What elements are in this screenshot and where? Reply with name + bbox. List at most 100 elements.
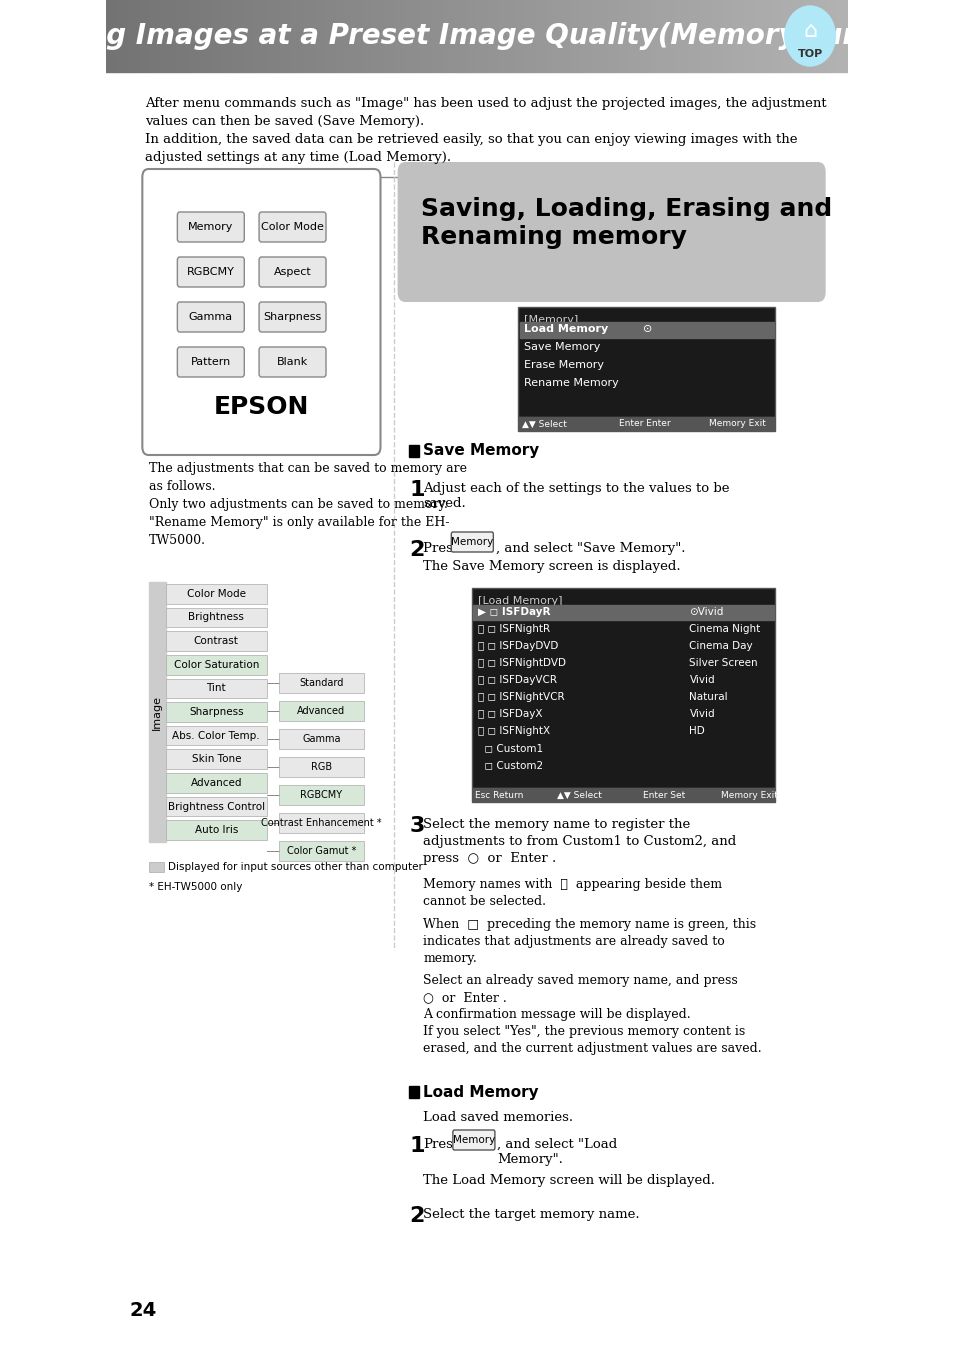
Text: When  □  preceding the memory name is green, this
indicates that adjustments are: When □ preceding the memory name is gree…: [423, 918, 756, 965]
Bar: [451, 0, 455, 72]
Text: Color Gamut *: Color Gamut *: [286, 846, 355, 856]
Text: Abs. Color Temp.: Abs. Color Temp.: [172, 730, 260, 741]
Bar: [688, 0, 692, 72]
Bar: [166, 655, 267, 675]
Text: ▶ ◻ ISFDayR: ▶ ◻ ISFDayR: [477, 608, 550, 617]
Bar: [251, 0, 254, 72]
Bar: [380, 0, 384, 72]
Bar: [792, 0, 796, 72]
Bar: [278, 674, 364, 694]
Bar: [414, 0, 417, 72]
Bar: [139, 0, 143, 72]
Bar: [269, 0, 273, 72]
Text: Memory Exit: Memory Exit: [720, 791, 777, 799]
Bar: [519, 323, 773, 338]
Text: Save Memory: Save Memory: [423, 444, 539, 459]
Bar: [298, 0, 302, 72]
Bar: [217, 0, 220, 72]
Text: 1: 1: [409, 481, 424, 500]
Bar: [740, 0, 743, 72]
FancyBboxPatch shape: [177, 302, 244, 332]
Bar: [410, 0, 414, 72]
Bar: [484, 0, 488, 72]
Bar: [469, 0, 473, 72]
Bar: [409, 446, 418, 458]
Bar: [132, 0, 135, 72]
Bar: [284, 0, 288, 72]
Bar: [106, 0, 110, 72]
Bar: [339, 0, 343, 72]
Bar: [135, 0, 139, 72]
Bar: [117, 0, 120, 72]
Bar: [769, 0, 773, 72]
Bar: [755, 0, 759, 72]
Bar: [818, 0, 821, 72]
Bar: [814, 0, 818, 72]
Text: RGB: RGB: [311, 763, 332, 772]
Text: 🔒 ◻ ISFDayVCR: 🔒 ◻ ISFDayVCR: [477, 675, 557, 684]
Bar: [461, 0, 465, 72]
Bar: [149, 582, 166, 842]
Text: Viewing Images at a Preset Image Quality(Memory Function): Viewing Images at a Preset Image Quality…: [2, 22, 951, 50]
FancyBboxPatch shape: [259, 256, 326, 288]
Bar: [629, 0, 632, 72]
Bar: [488, 0, 492, 72]
Text: Press: Press: [423, 541, 464, 555]
Bar: [643, 0, 647, 72]
Bar: [149, 863, 164, 872]
Bar: [128, 0, 132, 72]
Bar: [351, 0, 355, 72]
Bar: [829, 0, 833, 72]
Text: Adjust each of the settings to the values to be
saved.: Adjust each of the settings to the value…: [423, 482, 729, 510]
Text: ⊙: ⊙: [642, 324, 652, 333]
Bar: [692, 0, 696, 72]
Bar: [332, 0, 335, 72]
Bar: [294, 0, 298, 72]
Bar: [565, 0, 569, 72]
Bar: [577, 0, 580, 72]
Bar: [684, 0, 688, 72]
Bar: [725, 0, 729, 72]
Bar: [257, 0, 261, 72]
Text: Erase Memory: Erase Memory: [524, 360, 604, 370]
Bar: [113, 0, 117, 72]
Bar: [602, 0, 606, 72]
Bar: [647, 0, 651, 72]
Bar: [621, 0, 625, 72]
Bar: [278, 813, 364, 833]
Bar: [324, 0, 328, 72]
Bar: [543, 0, 547, 72]
Bar: [278, 841, 364, 861]
Bar: [391, 0, 395, 72]
Bar: [625, 0, 629, 72]
Bar: [762, 0, 766, 72]
Bar: [202, 0, 206, 72]
Text: RGBCMY: RGBCMY: [187, 267, 234, 277]
Bar: [180, 0, 184, 72]
Bar: [421, 0, 425, 72]
Bar: [166, 796, 267, 817]
Text: Load saved memories.: Load saved memories.: [423, 1111, 573, 1125]
Text: The Save Memory screen is displayed.: The Save Memory screen is displayed.: [423, 560, 680, 572]
Bar: [187, 0, 191, 72]
Bar: [547, 0, 551, 72]
Bar: [525, 0, 528, 72]
Bar: [165, 0, 169, 72]
Text: 🔒 ◻ ISFDayDVD: 🔒 ◻ ISFDayDVD: [477, 641, 558, 651]
Text: [Load Memory]: [Load Memory]: [477, 595, 561, 606]
Text: Natural: Natural: [689, 693, 727, 702]
Text: Vivid: Vivid: [689, 709, 715, 720]
Bar: [498, 0, 502, 72]
Bar: [473, 0, 476, 72]
Bar: [280, 0, 284, 72]
Bar: [588, 0, 592, 72]
Bar: [194, 0, 198, 72]
Bar: [706, 0, 710, 72]
Text: Cinema Night: Cinema Night: [689, 624, 760, 634]
Bar: [425, 0, 428, 72]
Bar: [278, 729, 364, 749]
Text: [Memory]: [Memory]: [524, 315, 578, 325]
Bar: [784, 0, 788, 72]
Bar: [317, 0, 321, 72]
FancyBboxPatch shape: [177, 256, 244, 288]
